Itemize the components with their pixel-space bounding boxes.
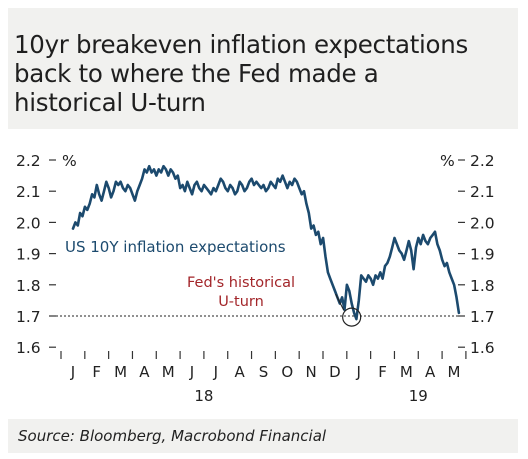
series-layer [71, 164, 461, 321]
chart-title-line-3: historical U-turn [14, 88, 206, 117]
y-tick-label-right: 1.6 [470, 339, 495, 357]
y-tick-label-left: 1.6 [16, 339, 41, 357]
x-year-label: 19 [409, 387, 428, 405]
source-note: Source: Bloomberg, Macrobond Financial [18, 427, 327, 445]
x-tick-label-month: F [92, 363, 101, 381]
x-tick-label-month: F [378, 363, 387, 381]
x-tick-label-month: M [114, 363, 127, 381]
x-tick-label-month: O [281, 363, 293, 381]
axes-layer: 1.6 1.6 1.7 1.7 1.8 1.8 1.9 1.9 2.0 2.0 2.1 2.1 2.2 2… [16, 152, 495, 405]
x-tick-label-month: J [213, 363, 218, 381]
y-unit-label-right: % [440, 152, 455, 170]
x-tick-label-month: J [356, 363, 361, 381]
y-tick-label-right: 1.8 [470, 277, 495, 295]
x-tick-label-month: A [139, 363, 150, 381]
y-tick-label-right: 1.9 [470, 246, 495, 264]
y-tick-label-right: 2.2 [470, 152, 495, 170]
y-unit-label-left: % [62, 152, 77, 170]
x-tick-label-month: J [189, 363, 194, 381]
chart-title-line-1: 10yr breakeven inflation expectations [14, 30, 468, 59]
line-chart: 1.6 1.6 1.7 1.7 1.8 1.8 1.9 1.9 2.0 2.0 2.1 2.1 2.2 2… [16, 152, 495, 405]
x-tick-label-month: D [329, 363, 341, 381]
x-tick-label-month: M [162, 363, 175, 381]
y-tick-label-left: 2.2 [16, 152, 41, 170]
y-tick-label-right: 2.0 [470, 214, 495, 232]
x-tick-label-month: A [425, 363, 436, 381]
series-line-us-10y-inflation-expectations [71, 164, 461, 321]
series-label: US 10Y inflation expectations [65, 238, 286, 256]
y-tick-label-right: 1.7 [470, 308, 495, 326]
y-tick-label-left: 1.7 [16, 308, 41, 326]
y-tick-label-left: 1.8 [16, 277, 41, 295]
chart-title-line-2: back to where the Fed made a [14, 59, 379, 88]
x-year-label: 18 [194, 387, 213, 405]
annotation-layer: US 10Y inflation expectations Fed's histo… [65, 238, 362, 327]
y-tick-label-left: 2.1 [16, 183, 41, 201]
x-tick-label-month: A [235, 363, 246, 381]
callout-circle [342, 307, 362, 327]
source-band [8, 419, 518, 453]
y-tick-label-right: 2.1 [470, 183, 495, 201]
callout-text-line-1: Fed's historical [187, 275, 295, 291]
y-tick-label-left: 1.9 [16, 246, 41, 264]
x-tick-label-month: N [305, 363, 316, 381]
callout-leader-line [335, 293, 345, 311]
callout-text-line-2: U-turn [218, 294, 264, 310]
chart-title: 10yr breakeven inflation expectations ba… [14, 30, 514, 117]
chart-area: 1.6 1.6 1.7 1.7 1.8 1.8 1.9 1.9 2.0 2.0 2.1 2.1 2.2 2… [8, 129, 518, 419]
x-tick-label-month: S [259, 363, 269, 381]
x-tick-label-month: M [448, 363, 461, 381]
x-tick-label-month: M [400, 363, 413, 381]
title-band [8, 8, 518, 129]
y-tick-label-left: 2.0 [16, 214, 41, 232]
x-tick-label-month: J [70, 363, 75, 381]
